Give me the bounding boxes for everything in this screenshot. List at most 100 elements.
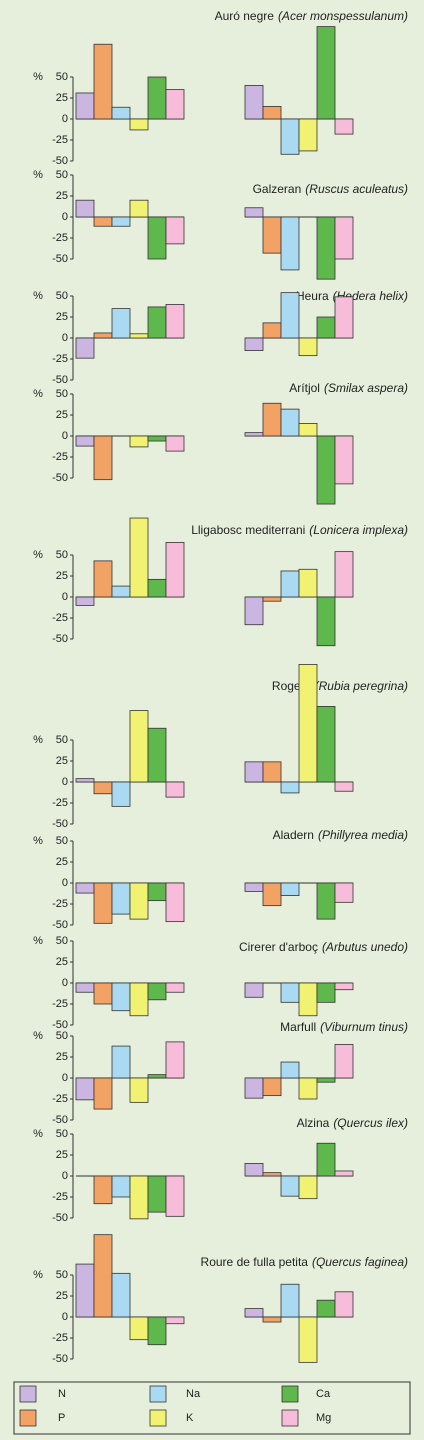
bar (165, 216, 185, 245)
bar (111, 1045, 131, 1079)
bar (280, 1283, 300, 1318)
y-tick-label: 0 (62, 211, 68, 223)
bar (244, 1308, 264, 1318)
y-tick-label: -25 (52, 134, 68, 146)
bar (147, 1175, 167, 1213)
legend-label: Mg (316, 1412, 331, 1424)
bar (334, 296, 354, 339)
bar (93, 781, 113, 795)
y-tick-label: 0 (62, 1170, 68, 1182)
bar (75, 778, 95, 783)
legend-box (13, 1381, 411, 1435)
bar (93, 560, 113, 598)
y-tick-label: -25 (52, 797, 68, 809)
bar (75, 1077, 95, 1101)
bar (111, 106, 131, 120)
chart-title: Cirerer d'arboç (Arbutus unedo) (239, 940, 408, 954)
bar (165, 1175, 185, 1217)
chart-title: Rogeta (Rubia peregrina) (272, 679, 408, 693)
bar (298, 1316, 318, 1363)
title-name: Marfull (280, 1020, 316, 1034)
title-species: (Smilax aspera) (324, 381, 408, 395)
legend-swatch (19, 1409, 37, 1427)
bar (129, 435, 149, 448)
y-tick-label: 0 (62, 430, 68, 442)
title-name: Lligabosc mediterrani (191, 523, 305, 537)
bar (280, 216, 300, 271)
bar (298, 422, 318, 437)
bar (298, 664, 318, 783)
bar (280, 408, 300, 437)
bar (129, 517, 149, 598)
chart-title: Marfull (Viburnum tinus) (280, 1020, 408, 1034)
y-tick-label: -25 (52, 353, 68, 365)
bar (129, 1077, 149, 1103)
bar (75, 337, 95, 359)
y-label: % (33, 388, 43, 400)
y-tick-label: 50 (56, 1269, 68, 1281)
y-label: % (33, 935, 43, 947)
bar (93, 43, 113, 120)
bar (298, 118, 318, 152)
y-tick-label: -50 (52, 155, 68, 167)
bar (147, 1316, 167, 1346)
bar (316, 1142, 336, 1177)
bar (262, 882, 282, 907)
bar (244, 596, 264, 626)
y-tick-label: 25 (56, 1051, 68, 1063)
bar (280, 1175, 300, 1197)
bar (165, 435, 185, 452)
bar (334, 1291, 354, 1318)
y-tick-label: 25 (56, 956, 68, 968)
y-tick-label: -50 (52, 1353, 68, 1365)
title-species: (Viburnum tinus) (320, 1020, 408, 1034)
chart-title: Roure de fulla petita (Quercus faginea) (201, 1255, 408, 1269)
y-tick-label: 50 (56, 549, 68, 561)
y-tick-label: 25 (56, 570, 68, 582)
chart-title: Aladern (Phillyrea media) (273, 828, 408, 842)
bar (129, 1316, 149, 1341)
title-species: (Rubia peregrina) (315, 679, 408, 693)
bar (316, 882, 336, 920)
bar (165, 1316, 185, 1325)
bar (262, 216, 282, 254)
title-name: Galzeran (253, 182, 302, 196)
legend-swatch (281, 1409, 299, 1427)
bar (280, 882, 300, 897)
title-species: (Quercus ilex) (333, 1116, 408, 1130)
bar (93, 1234, 113, 1318)
bar (147, 306, 167, 339)
bar (75, 596, 95, 606)
bar (262, 1316, 282, 1323)
y-tick-label: 25 (56, 311, 68, 323)
bar (262, 596, 282, 602)
title-name: Heura (296, 289, 329, 303)
bar (165, 542, 185, 598)
bar (147, 216, 167, 260)
y-tick-label: -50 (52, 818, 68, 830)
chart-title: Arítjol (Smilax aspera) (289, 381, 408, 395)
bar (129, 1175, 149, 1220)
bar (316, 216, 336, 280)
y-tick-label: 50 (56, 935, 68, 947)
bar (334, 882, 354, 903)
bar (75, 435, 95, 447)
y-tick-label: 50 (56, 734, 68, 746)
y-tick-label: 50 (56, 1030, 68, 1042)
title-species: (Lonicera implexa) (309, 523, 408, 537)
bar (280, 1061, 300, 1079)
bar (93, 332, 113, 339)
title-species: (Quercus faginea) (312, 1255, 408, 1269)
y-tick-label: 0 (62, 977, 68, 989)
y-tick-label: 0 (62, 332, 68, 344)
y-tick-label: 25 (56, 92, 68, 104)
y-tick-label: 50 (56, 290, 68, 302)
y-tick-label: 0 (62, 877, 68, 889)
bar (93, 435, 113, 481)
y-tick-label: 50 (56, 169, 68, 181)
bar (244, 207, 264, 218)
bar (147, 982, 167, 1001)
bar (129, 118, 149, 131)
legend-swatch (149, 1385, 167, 1403)
y-tick-label: 0 (62, 776, 68, 788)
